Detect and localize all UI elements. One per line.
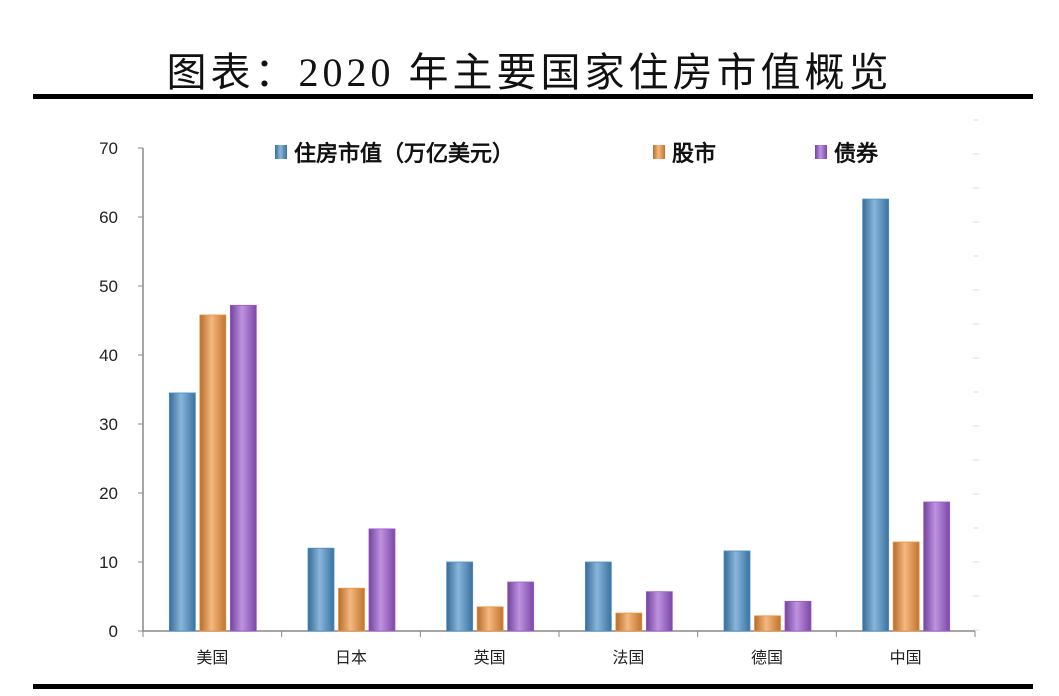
legend-swatch: [815, 145, 827, 159]
y-tick-label: 60: [99, 208, 118, 227]
bar-1-0: [199, 314, 227, 632]
legend-label: 股市: [672, 141, 716, 166]
bar-1-5: [892, 541, 920, 632]
bar-0-2: [446, 561, 474, 632]
bar-1-4: [754, 615, 781, 632]
y-tick-label: 40: [99, 346, 118, 365]
bar-1-2: [476, 606, 504, 632]
x-tick-label: 中国: [890, 649, 922, 667]
bar-0-0: [168, 392, 196, 632]
bar-2-1: [368, 528, 396, 632]
bar-0-1: [307, 547, 335, 632]
x-tick-label: 英国: [474, 649, 506, 667]
bar-0-4: [723, 550, 751, 632]
legend-label: 债券: [834, 141, 879, 166]
y-tick-label: 30: [99, 415, 118, 434]
top-rule: [33, 94, 1033, 99]
x-tick-label: 德国: [751, 649, 783, 667]
legend-swatch: [653, 145, 665, 159]
bar-2-2: [507, 581, 535, 632]
y-tick-label: 50: [99, 277, 118, 296]
bar-1-1: [338, 587, 365, 632]
bar-2-5: [923, 501, 951, 632]
legend-swatch: [275, 145, 287, 159]
x-tick-label: 美国: [196, 649, 228, 667]
bar-0-3: [584, 561, 612, 632]
legend-label: 住房市值（万亿美元）: [294, 141, 514, 166]
y-tick-label: 0: [109, 622, 118, 641]
x-tick-label: 法国: [612, 649, 644, 667]
bar-0-5: [862, 198, 890, 632]
chart-title: 图表：2020 年主要国家住房市值概览: [166, 50, 893, 95]
bar-2-4: [784, 600, 812, 632]
y-tick-label: 20: [99, 484, 118, 503]
x-tick-label: 日本: [335, 649, 367, 667]
bar-2-3: [645, 591, 673, 632]
bar-1-3: [615, 612, 643, 632]
y-tick-label: 10: [99, 553, 118, 572]
bottom-rule: [33, 684, 1033, 689]
y-tick-label: 70: [99, 139, 118, 158]
bar-2-0: [229, 304, 257, 632]
